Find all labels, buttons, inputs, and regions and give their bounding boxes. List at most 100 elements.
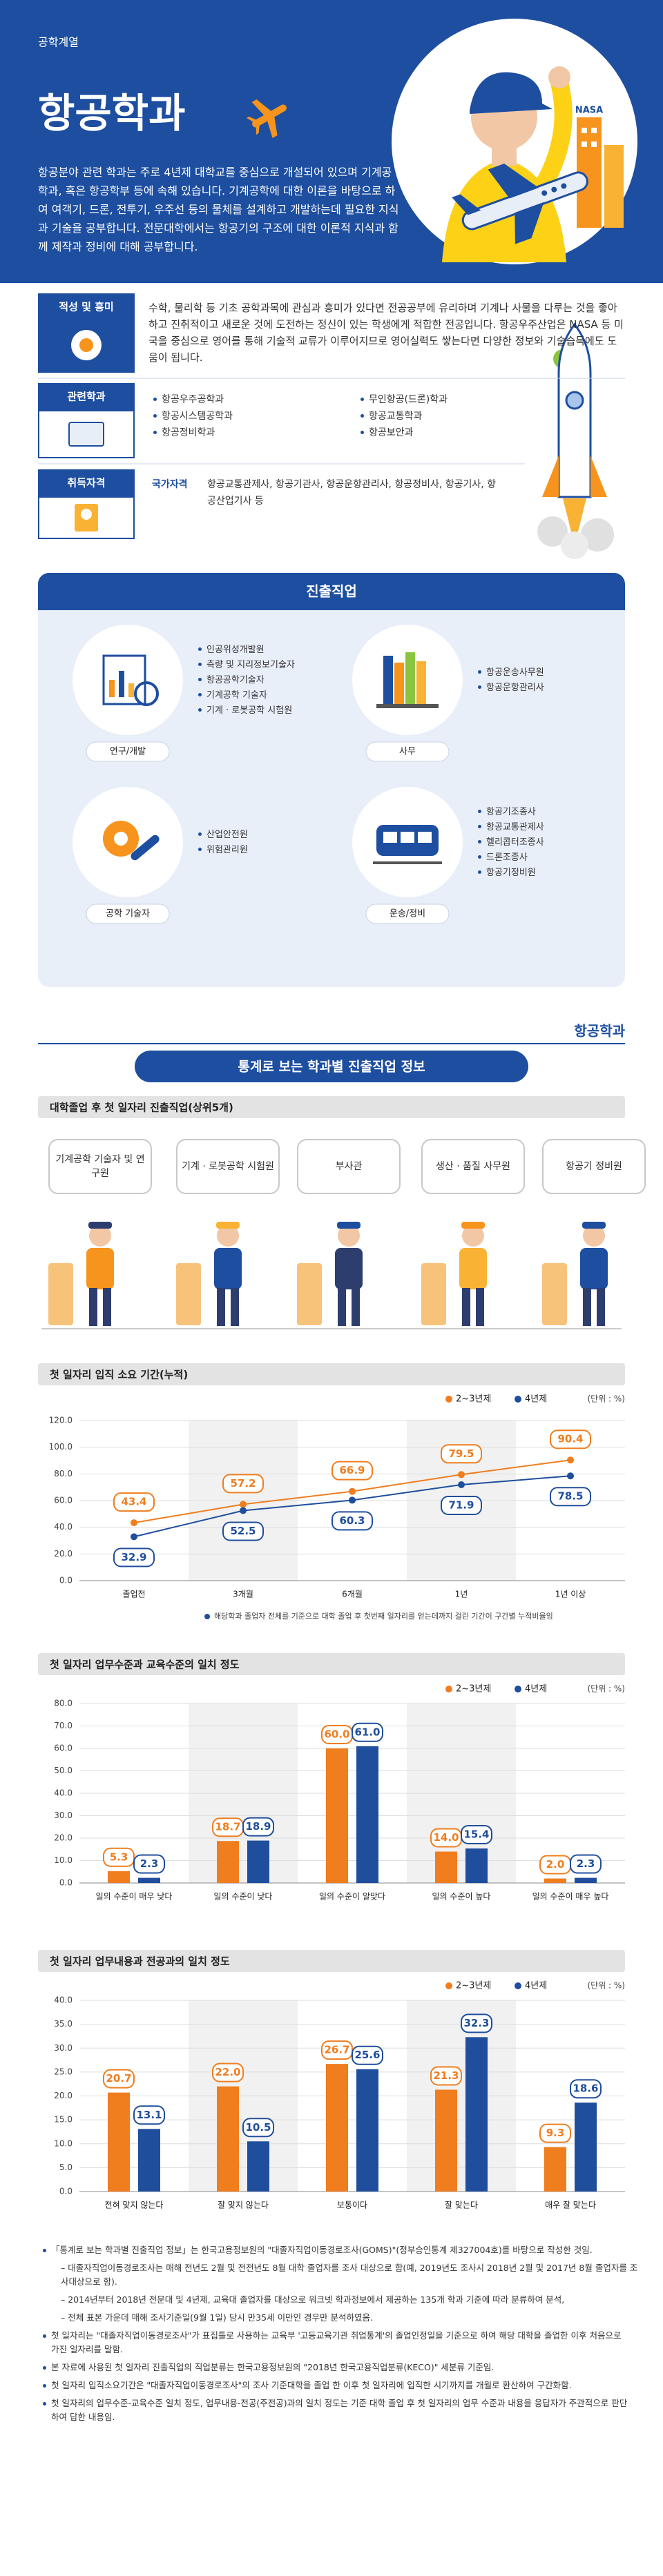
note: 첫 일자리의 업무수준-교육수준 일치 정도, 업무내용-전공(주전공)과의 일… — [41, 2397, 631, 2424]
point — [131, 1519, 137, 1527]
bar — [356, 2069, 378, 2192]
value-label: 22.0 — [215, 2066, 240, 2078]
y-tick-label: 50.0 — [54, 1766, 73, 1775]
label-box — [242, 1817, 274, 1837]
value-label: 18.9 — [245, 1820, 271, 1833]
y-tick-label: 40.0 — [54, 1996, 73, 2005]
job: 항공기정비원 — [477, 865, 536, 878]
x-tick-label: 잘 맞지 않는다 — [218, 2201, 269, 2210]
figure-leg — [103, 1288, 111, 1326]
stats-title-bg — [135, 1051, 528, 1082]
figure-body — [214, 1248, 242, 1289]
y-tick-label: 80.0 — [54, 1699, 73, 1708]
label-box — [332, 1461, 373, 1481]
value-label: 52.5 — [230, 1525, 256, 1537]
y-tick-label: 20.0 — [54, 2091, 73, 2100]
chart-note: 해당학과 졸업자 전체를 기준으로 대학 졸업 후 첫번째 일자리를 얻는데까지… — [214, 1611, 553, 1621]
value-label: 18.7 — [215, 1821, 240, 1833]
figure-cap — [461, 1222, 485, 1229]
label-box — [461, 2013, 492, 2033]
y-tick-label: 10.0 — [54, 2138, 73, 2148]
figure-prop — [542, 1263, 567, 1325]
majors-label: 관련학과 — [67, 391, 105, 403]
note-bullet — [204, 1614, 210, 1619]
figure-prop — [421, 1263, 446, 1325]
y-tick-label: 30.0 — [54, 1811, 73, 1820]
illustration: NASA — [392, 19, 637, 264]
rocket — [537, 322, 614, 559]
group-tag — [365, 741, 450, 762]
value-label: 60.0 — [324, 1728, 349, 1741]
figure-cap — [88, 1222, 112, 1229]
job: 드론조종사 — [477, 850, 528, 863]
point — [458, 1481, 465, 1488]
label-box — [550, 1487, 591, 1507]
x-tick-label: 6개월 — [342, 1590, 363, 1599]
x-tick-label: 1년 — [455, 1590, 468, 1599]
figure-leg — [338, 1288, 346, 1326]
y-tick-label: 30.0 — [54, 2043, 73, 2053]
bar — [435, 1851, 457, 1883]
y-tick-label: 100.0 — [49, 1442, 73, 1452]
y-tick-label: 0.0 — [59, 1878, 73, 1888]
bar — [356, 1746, 378, 1883]
x-tick-label: 일의 수준이 높다 — [432, 1892, 491, 1902]
major: 항공시스템공학과 — [152, 409, 233, 422]
label-box — [441, 1495, 482, 1515]
legend-label: 2~3년제 — [456, 1394, 491, 1405]
unit-label: (단위 : %) — [587, 1394, 625, 1404]
chart-title-bar — [38, 1363, 625, 1385]
figure-head — [338, 1224, 360, 1247]
legend-swatch — [445, 1686, 452, 1692]
bar — [217, 1841, 239, 1883]
x-tick-label: 일의 수준이 매우 높다 — [532, 1892, 609, 1902]
job: 인공위성개발원 — [197, 642, 265, 655]
legend-swatch — [445, 1396, 452, 1403]
y-tick-label: 5.0 — [59, 2163, 73, 2172]
value-label: 78.5 — [557, 1490, 583, 1503]
label-box — [133, 2105, 165, 2125]
value-label: 79.5 — [448, 1447, 474, 1460]
figure-prop — [176, 1263, 201, 1325]
point — [349, 1496, 356, 1504]
certificates-label: 취득자격 — [67, 477, 105, 489]
chart-title: 첫 일자리 업무수준과 교육수준의 일치 정도 — [50, 1659, 240, 1671]
certificate-kind: 국가자격 — [152, 478, 188, 490]
legend-label: 4년제 — [525, 1394, 547, 1405]
x-tick-label: 매우 잘 맞는다 — [545, 2201, 596, 2210]
major: 무인항공(드론)학과 — [359, 392, 448, 406]
label-box — [332, 1511, 373, 1531]
note: 「통계로 보는 학과별 진출직업 정보」는 한국고용정보원의 "대졸자직업이동경… — [41, 2243, 631, 2257]
figure-body — [459, 1248, 487, 1289]
major: 항공교통학과 — [359, 409, 422, 422]
bar — [544, 2147, 566, 2192]
top-jobs-title: 대학졸업 후 첫 일자리 진출직업(상위5개) — [50, 1102, 233, 1114]
value-label: 32.9 — [121, 1551, 146, 1563]
label-box — [352, 2045, 383, 2065]
point — [131, 1533, 137, 1541]
plane-icon — [247, 99, 287, 138]
group-tag — [86, 741, 170, 762]
side-label: 항공학과 — [574, 1023, 625, 1040]
x-tick-label: 졸업전 — [122, 1590, 145, 1599]
info-rows: 적성 및 흥미 관련학과 취득자격 국가자격 — [38, 293, 625, 539]
label-box — [570, 1854, 602, 1874]
legend-swatch — [515, 1982, 521, 1989]
note: 본 자료에 사용된 첫 일자리 진출직업의 직업분류는 한국고용정보원의 "20… — [41, 2361, 631, 2374]
top-job: 항공기 정비원 — [542, 1139, 646, 1194]
job: 측량 및 지리정보기술자 — [197, 657, 295, 670]
value-label: 25.6 — [354, 2049, 380, 2061]
label-box — [430, 2066, 462, 2086]
group-tag — [365, 904, 450, 924]
label-box — [222, 1521, 264, 1541]
value-label: 2.3 — [140, 1857, 159, 1870]
job: 항공교통관제사 — [477, 819, 544, 832]
value-label: 21.3 — [433, 2069, 459, 2082]
figure-body — [335, 1248, 363, 1289]
x-tick-label: 일의 수준이 알맞다 — [319, 1892, 385, 1902]
label-box — [103, 1847, 135, 1867]
point — [458, 1471, 465, 1479]
group-name: 사무 — [399, 747, 416, 757]
y-tick-label: 70.0 — [54, 1721, 73, 1730]
